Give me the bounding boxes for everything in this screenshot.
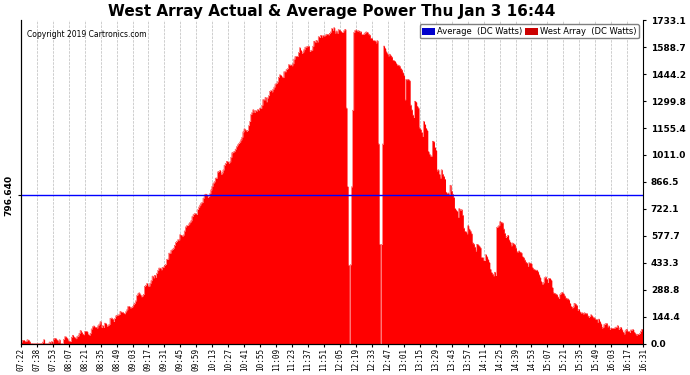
Title: West Array Actual & Average Power Thu Jan 3 16:44: West Array Actual & Average Power Thu Ja… <box>108 4 555 19</box>
Text: Copyright 2019 Cartronics.com: Copyright 2019 Cartronics.com <box>27 30 146 39</box>
Legend: Average  (DC Watts), West Array  (DC Watts): Average (DC Watts), West Array (DC Watts… <box>420 24 639 39</box>
